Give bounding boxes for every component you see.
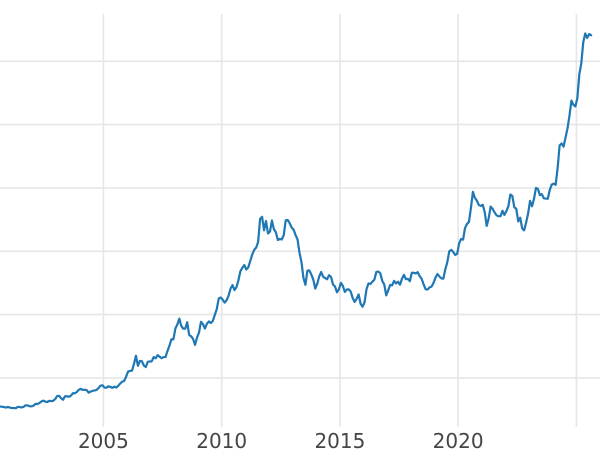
price-line-series [0, 32, 593, 410]
x-tick-label: 2005 [78, 429, 129, 450]
x-axis-tick-labels: 2005 2010 2015 2020 [78, 429, 484, 450]
x-tick-label: 2015 [314, 429, 365, 450]
vertical-gridlines [102, 14, 578, 427]
x-tick-label: 2020 [433, 429, 484, 450]
x-tick-label: 2010 [196, 429, 247, 450]
